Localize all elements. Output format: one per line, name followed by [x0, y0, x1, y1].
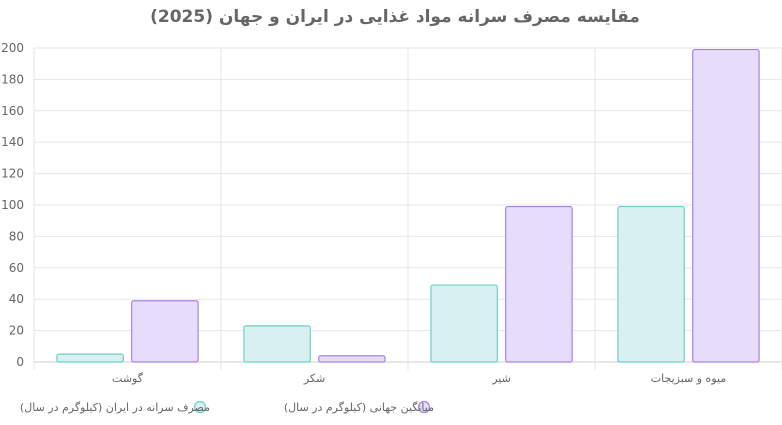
- legend-label-world: میانگین جهانی (کیلوگرم در سال): [284, 401, 434, 414]
- bar-world-2[interactable]: [505, 205, 573, 363]
- bar-iran-0[interactable]: [56, 353, 124, 363]
- y-tick-label: 20: [9, 324, 24, 338]
- bar-iran-1[interactable]: [243, 325, 311, 363]
- x-tick-label: میوه و سبزیجات: [651, 372, 727, 385]
- y-tick-label: 200: [1, 41, 24, 55]
- x-tick-label: گوشت: [112, 372, 144, 385]
- bar-iran-3[interactable]: [617, 205, 685, 363]
- y-axis: 0 20 40 60 80 100 120 140 160 180 200: [1, 41, 24, 369]
- bar-iran-2[interactable]: [430, 284, 498, 363]
- y-tick-label: 80: [9, 229, 24, 243]
- x-tick-label: شیر: [491, 372, 511, 385]
- bar-world-0[interactable]: [131, 300, 199, 363]
- y-tick-label: 60: [9, 261, 24, 275]
- x-axis: گوشت شکر شیر میوه و سبزیجات: [112, 372, 726, 385]
- legend[interactable]: مصرف سرانه در ایران (کیلوگرم در سال) میا…: [20, 400, 434, 414]
- bars: [56, 48, 760, 363]
- y-tick-label: 140: [1, 135, 24, 149]
- y-tick-label: 120: [1, 167, 24, 181]
- bar-world-1[interactable]: [318, 355, 386, 363]
- legend-item-iran[interactable]: مصرف سرانه در ایران (کیلوگرم در سال): [20, 400, 210, 414]
- y-tick-label: 100: [1, 198, 24, 212]
- x-tick-label: شکر: [303, 372, 325, 385]
- legend-label-iran: مصرف سرانه در ایران (کیلوگرم در سال): [20, 401, 210, 414]
- chart-title: مقایسه مصرف سرانه مواد غذایی در ایران و …: [150, 7, 640, 27]
- y-tick-label: 160: [1, 104, 24, 118]
- legend-swatch-world: [417, 400, 431, 414]
- grid: [33, 47, 782, 370]
- y-tick-label: 40: [9, 292, 24, 306]
- y-tick-label: 180: [1, 72, 24, 86]
- bar-world-3[interactable]: [692, 48, 760, 363]
- legend-item-world[interactable]: میانگین جهانی (کیلوگرم در سال): [284, 400, 434, 414]
- y-tick-label: 0: [16, 355, 24, 369]
- legend-swatch-iran: [193, 400, 207, 414]
